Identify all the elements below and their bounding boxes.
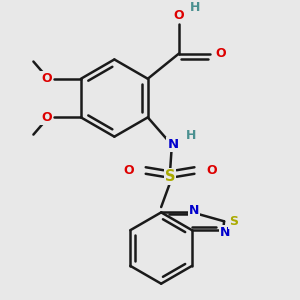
Text: O: O <box>215 47 226 60</box>
Text: N: N <box>167 138 178 151</box>
Text: S: S <box>229 215 238 228</box>
Text: O: O <box>41 72 52 85</box>
Text: H: H <box>190 1 200 14</box>
Text: O: O <box>206 164 217 177</box>
Text: O: O <box>174 9 184 22</box>
Text: O: O <box>123 164 134 177</box>
Text: O: O <box>41 111 52 124</box>
Text: N: N <box>189 203 199 217</box>
Text: S: S <box>165 169 175 184</box>
Text: N: N <box>220 226 230 239</box>
Text: H: H <box>186 129 196 142</box>
